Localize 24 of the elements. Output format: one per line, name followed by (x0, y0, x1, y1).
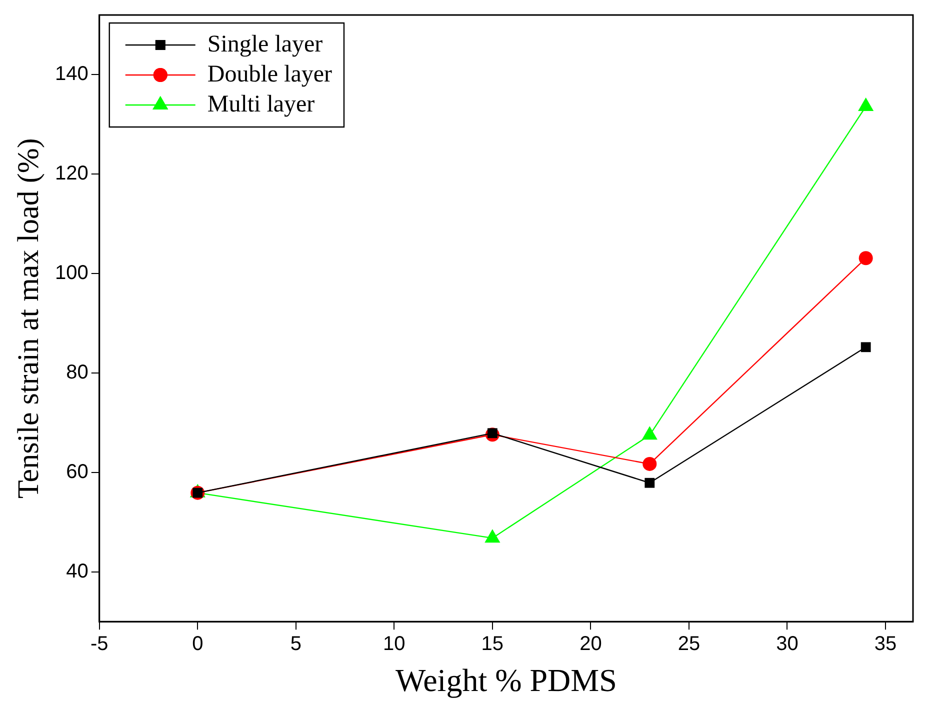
x-tick-label: 25 (678, 633, 700, 656)
x-tick-label: -5 (90, 633, 108, 656)
x-axis-title: Weight % PDMS (395, 662, 617, 698)
legend-label: Double layer (207, 61, 332, 88)
y-tick-label: 100 (54, 262, 88, 284)
y-tick-label: 80 (66, 362, 88, 384)
y-tick-label: 40 (66, 560, 88, 582)
point (644, 478, 655, 488)
point (858, 251, 873, 266)
x-tick-label: 15 (481, 633, 504, 656)
x-tick-label: 10 (383, 633, 406, 656)
x-tick-label: 20 (580, 633, 602, 656)
y-tick-label: 140 (54, 63, 88, 86)
y-tick-label: 60 (66, 460, 88, 483)
legend-label: Single layer (207, 31, 323, 58)
point (642, 456, 657, 471)
x-tick-label: 35 (874, 633, 897, 656)
y-axis-title: Tensile strain at max load (%) (12, 138, 45, 498)
y-tick-label: 120 (54, 162, 88, 185)
legend-label: Multi layer (207, 91, 315, 118)
x-tick-label: 0 (192, 633, 204, 656)
x-tick-label: 5 (290, 633, 302, 656)
x-tick-label: 30 (776, 633, 798, 656)
point (860, 342, 871, 352)
